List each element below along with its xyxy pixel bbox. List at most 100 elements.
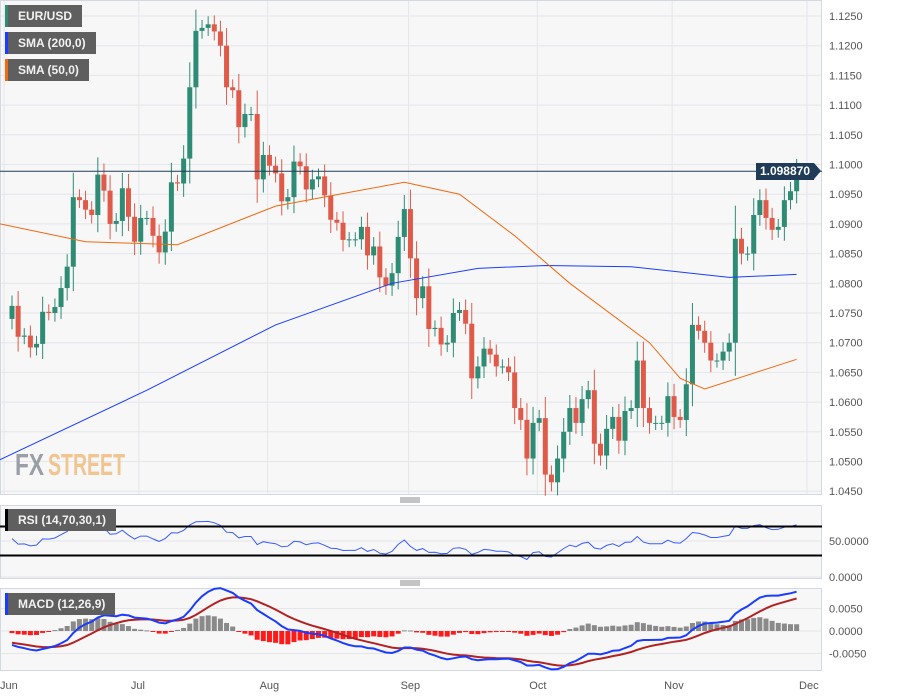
macd-histogram-bar — [469, 631, 475, 635]
candle-body — [536, 418, 542, 423]
candle-body — [689, 324, 695, 385]
candle-body — [444, 342, 450, 345]
candle-body — [671, 396, 677, 417]
candle-body — [138, 217, 144, 242]
legend-sma50: SMA (50,0) — [5, 59, 89, 81]
candle — [389, 262, 395, 296]
panel-resize-handle[interactable] — [400, 580, 420, 586]
macd-histogram-bar — [217, 618, 223, 631]
candle-body — [236, 90, 242, 128]
candle — [732, 205, 738, 376]
candle — [499, 359, 505, 374]
candle-body — [610, 416, 616, 429]
fxstreet-watermark: FX STREET — [15, 447, 125, 482]
candle — [456, 302, 462, 321]
macd-histogram-bar — [788, 624, 794, 631]
candle — [144, 210, 150, 226]
macd-histogram-bar — [530, 631, 536, 635]
panel-resize-handle[interactable] — [400, 497, 420, 503]
macd-histogram-bar — [518, 631, 524, 634]
candle-body — [530, 422, 536, 459]
macd-histogram-bar — [726, 625, 732, 631]
candle-body — [469, 323, 475, 379]
macd-histogram-bar — [579, 625, 585, 631]
macd-panel-border — [0, 588, 822, 671]
candle — [689, 302, 695, 407]
candle-body — [506, 366, 512, 373]
candle-body — [21, 335, 27, 337]
macd-histogram-bar — [365, 631, 371, 638]
candle-body — [512, 372, 518, 409]
macd-histogram-bar — [389, 631, 395, 637]
macd-histogram-bar — [769, 620, 775, 631]
candle — [720, 342, 726, 370]
legend-sma200: SMA (200,0) — [5, 32, 96, 54]
macd-histogram-bar — [242, 631, 248, 634]
candle — [567, 394, 573, 445]
candle — [76, 189, 82, 209]
candle — [426, 268, 432, 347]
macd-histogram-bar — [567, 629, 573, 631]
watermark-fx: FX — [15, 447, 44, 482]
macd-histogram-bar — [689, 623, 695, 631]
candle-body — [352, 239, 358, 241]
macd-histogram-bar — [555, 631, 561, 635]
price-tick-label: 1.0450 — [829, 486, 863, 498]
candle-body — [548, 474, 554, 483]
candle-body — [597, 443, 603, 456]
candle-body — [788, 191, 794, 201]
candle — [358, 216, 364, 250]
candle — [248, 106, 254, 122]
candle-body — [303, 166, 309, 190]
candle — [469, 302, 475, 400]
candle — [285, 189, 291, 210]
macd-histogram-bar — [781, 623, 787, 631]
candle-body — [426, 286, 432, 330]
candle-body — [702, 330, 708, 343]
price-tick-label: 1.0750 — [829, 308, 863, 320]
price-tick-label: 1.0850 — [829, 249, 863, 261]
candle — [254, 90, 260, 203]
legend-rsi: RSI (14,70,30,1) — [5, 509, 117, 531]
candle-body — [285, 197, 291, 202]
macd-line — [11, 587, 797, 671]
time-tick-label: Nov — [664, 680, 684, 692]
candle-body — [371, 246, 377, 256]
candle-body — [414, 258, 420, 299]
candle — [309, 169, 315, 200]
candle-body — [322, 176, 328, 196]
candle — [303, 153, 309, 203]
candle — [175, 174, 181, 191]
candle-body — [266, 154, 272, 166]
macd-histogram-bar — [634, 622, 640, 631]
sma200-line — [0, 264, 797, 461]
macd-tick-label: 0.0000 — [829, 626, 863, 638]
macd-histogram-bar — [432, 631, 438, 636]
macd-histogram-bar — [224, 622, 230, 631]
candle-body — [432, 327, 438, 330]
candle — [659, 415, 665, 431]
candle-body — [714, 360, 720, 362]
candle — [224, 28, 230, 105]
candle-body — [745, 253, 751, 255]
macd-histogram-bar — [199, 616, 205, 631]
candle — [696, 316, 702, 340]
macd-histogram-bar — [395, 631, 401, 634]
macd-histogram-bar — [193, 618, 199, 631]
candle-body — [260, 154, 266, 180]
macd-histogram-bar — [175, 629, 181, 631]
macd-histogram-bar — [187, 623, 193, 631]
macd-histogram-bar — [205, 615, 211, 631]
candle — [89, 201, 95, 224]
legend-macd: MACD (12,26,9) — [5, 593, 116, 615]
candle — [40, 296, 46, 360]
candle — [432, 320, 438, 337]
macd-histogram-bar — [481, 631, 487, 634]
candle-body — [542, 418, 548, 475]
macd-histogram-bar — [113, 623, 119, 631]
macd-histogram-bar — [266, 631, 272, 643]
macd-histogram-bar — [40, 631, 46, 633]
candle-body — [420, 286, 426, 299]
macd-tick-label: -0.0050 — [829, 649, 866, 661]
candle-body — [395, 236, 401, 274]
